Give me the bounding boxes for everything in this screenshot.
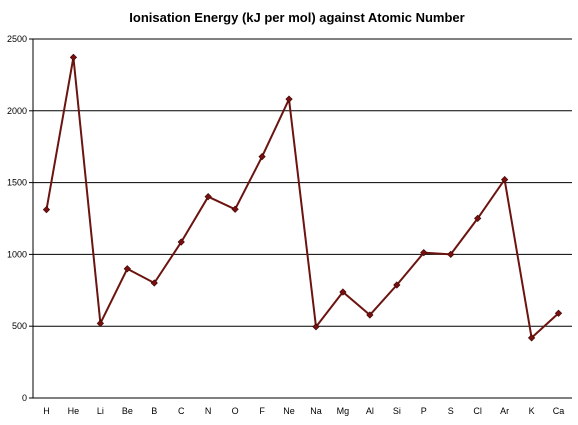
data-point [420,249,428,257]
data-point [339,288,347,296]
data-point [447,250,455,259]
x-tick-label: H [43,406,50,416]
x-tick-label: K [529,406,535,416]
x-tick-label: C [178,406,185,416]
data-point [42,205,51,214]
data-point [474,214,482,222]
data-point [393,281,401,289]
y-tick-label: 500 [12,321,27,331]
x-tick-label: Li [97,406,104,416]
x-tick-label: Si [393,406,401,416]
data-point [204,193,212,201]
data-point [501,175,509,184]
x-tick-labels: H He Li Be B C N O F Ne Na Mg Al Si P S Cl Ar K Ca [43,406,564,416]
series-line [45,57,560,340]
y-tick-label: 0 [22,393,27,403]
y-tick-label: 2500 [7,34,27,44]
x-tick-label: P [421,406,427,416]
data-point [258,152,266,161]
x-tick-label: N [205,406,212,416]
data-point [312,323,320,331]
y-tick-label: 2000 [7,106,27,116]
x-tick-label: Na [310,406,322,416]
x-tick-label: Al [366,406,374,416]
x-tick-label: Ar [500,406,509,416]
data-point [231,205,239,213]
x-tick-label: B [151,406,157,416]
y-tick-label: 1000 [7,249,27,259]
x-tick-label: O [232,406,239,416]
x-tick-label: He [68,406,80,416]
chart-title: Ionisation Energy (kJ per mol) against A… [129,10,464,25]
data-point [177,238,185,246]
series [45,57,560,340]
y-tick-labels: 0 500 1000 1500 2000 2500 [7,34,27,403]
markers [42,53,563,342]
x-tick-label: Mg [337,406,350,416]
x-tick-label: Ca [553,406,565,416]
data-point [96,319,104,327]
data-point [150,279,158,287]
x-tick-label: Ne [283,406,295,416]
y-tick-label: 1500 [7,178,27,188]
x-tick-label: S [448,406,454,416]
data-point [366,311,374,319]
x-tick-label: Cl [473,406,482,416]
data-point [123,265,131,273]
data-point [285,95,293,103]
x-tick-label: F [259,406,265,416]
x-tick-label: Be [122,406,133,416]
data-point [69,53,78,62]
data-point [527,334,536,342]
data-point [554,309,563,317]
gridlines [33,38,572,327]
axes [29,38,572,399]
